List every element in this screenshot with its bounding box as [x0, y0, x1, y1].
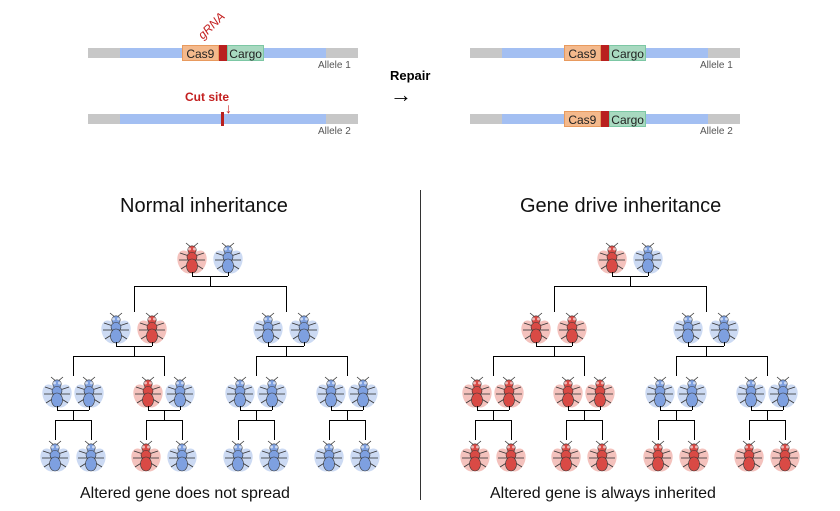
fly-red-icon — [137, 312, 167, 344]
fly-blue-icon — [314, 440, 344, 472]
fly-blue-icon — [40, 440, 70, 472]
fly-blue-icon — [673, 312, 703, 344]
fly-red-icon — [770, 440, 800, 472]
fly-blue-icon — [76, 440, 106, 472]
fly-red-icon — [597, 242, 627, 274]
fly-red-icon — [133, 376, 163, 408]
fly-red-icon — [551, 440, 581, 472]
fly-red-icon — [679, 440, 709, 472]
drive-header: Gene drive inheritance — [520, 195, 721, 218]
fly-blue-icon — [316, 376, 346, 408]
allele-label: Allele 2 — [700, 126, 733, 137]
fly-blue-icon — [736, 376, 766, 408]
fly-red-icon — [496, 440, 526, 472]
fly-blue-icon — [165, 376, 195, 408]
fly-red-icon — [177, 242, 207, 274]
normal-header: Normal inheritance — [120, 195, 288, 218]
fly-blue-icon — [225, 376, 255, 408]
cas9-label: Cas9 — [564, 47, 601, 61]
divider — [420, 190, 421, 500]
fly-red-icon — [557, 312, 587, 344]
fly-red-icon — [585, 376, 615, 408]
fly-blue-icon — [633, 242, 663, 274]
fly-red-icon — [587, 440, 617, 472]
fly-red-icon — [643, 440, 673, 472]
cargo-label: Cargo — [609, 113, 646, 127]
fly-blue-icon — [42, 376, 72, 408]
fly-red-icon — [460, 440, 490, 472]
cutsite-label: Cut site — [185, 90, 229, 104]
fly-red-icon — [553, 376, 583, 408]
fly-blue-icon — [257, 376, 287, 408]
allele-label: Allele 1 — [318, 60, 351, 71]
fly-blue-icon — [677, 376, 707, 408]
repair-arrow-icon: → — [390, 82, 412, 108]
cut-arrow-icon: ↓ — [225, 100, 232, 116]
fly-blue-icon — [768, 376, 798, 408]
grna-label: gRNA — [195, 9, 228, 42]
cas9-label: Cas9 — [564, 113, 601, 127]
allele-label: Allele 2 — [318, 126, 351, 137]
drive-caption: Altered gene is always inherited — [490, 485, 716, 503]
fly-blue-icon — [709, 312, 739, 344]
fly-blue-icon — [223, 440, 253, 472]
fly-blue-icon — [74, 376, 104, 408]
fly-red-icon — [462, 376, 492, 408]
fly-red-icon — [734, 440, 764, 472]
fly-blue-icon — [350, 440, 380, 472]
fly-red-icon — [494, 376, 524, 408]
fly-blue-icon — [348, 376, 378, 408]
normal-caption: Altered gene does not spread — [80, 485, 290, 503]
cas9-label: Cas9 — [182, 47, 219, 61]
fly-blue-icon — [213, 242, 243, 274]
fly-blue-icon — [101, 312, 131, 344]
fly-blue-icon — [289, 312, 319, 344]
fly-blue-icon — [645, 376, 675, 408]
fly-red-icon — [521, 312, 551, 344]
cargo-label: Cargo — [227, 47, 264, 61]
fly-blue-icon — [253, 312, 283, 344]
fly-blue-icon — [259, 440, 289, 472]
repair-label: Repair — [390, 68, 430, 83]
fly-red-icon — [131, 440, 161, 472]
fly-blue-icon — [167, 440, 197, 472]
allele-label: Allele 1 — [700, 60, 733, 71]
cargo-label: Cargo — [609, 47, 646, 61]
